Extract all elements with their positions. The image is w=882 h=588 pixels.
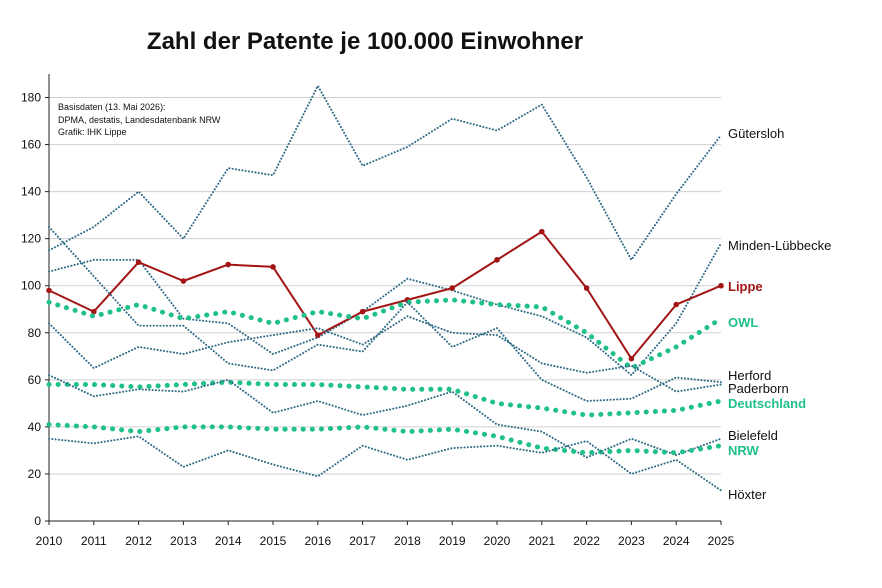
series-line-owl [46,297,724,371]
data-point-lippe [46,287,52,294]
series-line-nrw [46,422,724,456]
series-line-minden-l-bbecke [48,242,722,377]
series-label-lippe: Lippe [728,279,763,294]
x-tick-label: 2024 [663,534,690,548]
series-label-nrw: NRW [728,443,760,458]
chart-title: Zahl der Patente je 100.000 Einwohner [146,28,584,55]
data-point-lippe [315,332,321,338]
x-tick-label: 2017 [349,534,376,548]
y-tick-label: 60 [28,373,42,387]
series-line-lippe [48,230,722,360]
x-tick-label: 2014 [215,534,242,548]
data-point-lippe [718,282,724,289]
y-tick-label: 140 [21,185,41,199]
x-tick-label: 2023 [618,534,645,548]
series-label-owl: OWL [728,315,758,330]
series-line-bielefeld [48,374,722,459]
y-tick-label: 120 [21,232,41,246]
y-tick-label: 20 [28,467,42,481]
source-note-line: Grafik: IHK Lippe [58,127,127,137]
data-point-lippe [359,308,366,315]
data-point-lippe [270,264,276,270]
y-tick-label: 40 [28,420,42,434]
source-note: Basisdaten (13. Mai 2026): DPMA, destati… [58,101,220,139]
data-point-lippe [449,285,456,291]
series-label-paderborn: Paderborn [728,381,789,396]
y-tick-label: 80 [28,326,42,340]
x-tick-label: 2015 [260,534,287,548]
x-tick-label: 2011 [81,534,107,548]
data-point-lippe [225,261,231,268]
series-line-h-xter [48,435,722,492]
series-label-h-xter: Höxter [728,487,767,502]
x-tick-label: 2010 [36,534,63,548]
series-line-herford [48,225,722,402]
y-tick-label: 100 [21,279,41,293]
x-tick-label: 2013 [170,534,197,548]
series-label-deutschland: Deutschland [728,396,806,411]
series-label-g-tersloh: Gütersloh [728,126,784,141]
data-point-lippe [628,355,635,362]
series-line-deutschland [46,379,724,418]
source-note-line: Basisdaten (13. Mai 2026): [58,102,166,112]
series-label-minden-l-bbecke: Minden-Lübbecke [728,238,831,253]
x-tick-label: 2019 [439,534,466,548]
data-point-lippe [180,278,187,284]
x-tick-label: 2012 [125,534,152,548]
y-tick-label: 180 [21,91,41,105]
data-point-lippe [135,259,142,266]
series-line-paderborn [48,315,722,393]
data-point-lippe [673,301,679,308]
series-label-herford: Herford [728,368,771,383]
x-tick-label: 2018 [394,534,421,548]
x-tick-label: 2022 [573,534,600,548]
x-tick-label: 2020 [484,534,511,548]
x-tick-label: 2021 [528,534,555,548]
series-line-g-tersloh [48,84,722,261]
x-tick-label: 2016 [304,534,331,548]
x-tick-label: 2025 [708,534,735,548]
data-point-lippe [494,257,500,263]
data-point-lippe [583,285,590,291]
source-note-line: DPMA, destatis, Landesdatenbank NRW [58,114,221,125]
y-tick-label: 0 [34,514,41,528]
data-point-lippe [539,228,545,235]
data-point-lippe [91,308,97,315]
y-tick-label: 160 [21,138,41,152]
series-label-bielefeld: Bielefeld [728,428,778,443]
